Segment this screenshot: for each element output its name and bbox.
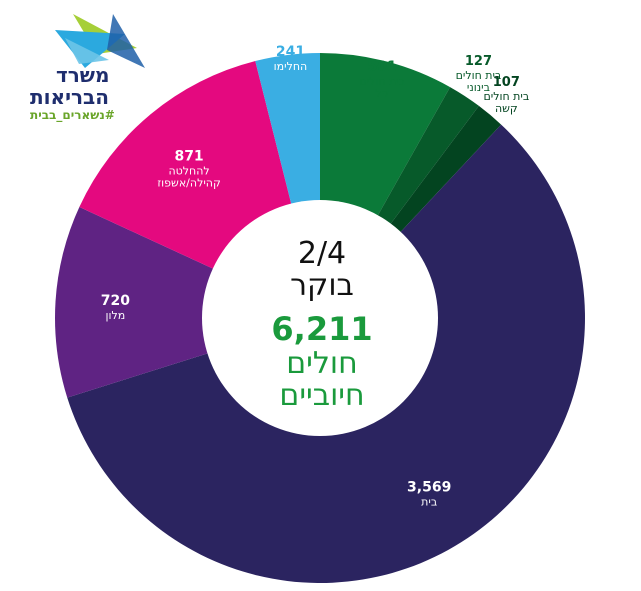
slice-name-5-line-1: קהילה/אשפוז	[157, 176, 220, 189]
slice-name-3-line-0: בית	[421, 496, 437, 509]
logo-hashtag: #נשארים_בבית	[30, 108, 115, 122]
slice-name-1-line-1: בינוני	[467, 81, 490, 94]
center-time-of-day: בוקר	[290, 268, 354, 303]
slice-value-6: 241	[276, 44, 305, 60]
slice-value-2: 107	[493, 75, 520, 90]
slice-value-3: 3,569	[407, 480, 451, 496]
center-label-line2: חיוביים	[279, 378, 365, 413]
slice-value-4: 720	[101, 293, 130, 309]
slice-name-2-line-1: קשה	[495, 102, 518, 115]
ministry-logo-icon	[55, 14, 145, 68]
donut-hole	[202, 200, 438, 436]
logo-title-line2: הבריאות	[30, 85, 109, 109]
slice-value-5: 871	[174, 148, 203, 164]
slice-name-1-line-0: בית חולים	[456, 69, 502, 82]
slice-name-5-line-0: להחלטה	[168, 164, 209, 177]
slice-name-0-line-0: בית חולים	[359, 75, 405, 88]
slice-name-2-line-0: בית חולים	[483, 90, 529, 103]
slice-value-0: 501	[368, 59, 397, 75]
center-date: 2/4	[297, 236, 347, 271]
center-label-line1: חולים	[286, 346, 358, 381]
slice-name-4-line-0: מלון	[106, 309, 126, 322]
slice-value-1: 127	[465, 54, 492, 69]
slice-name-0-line-1: קל	[375, 87, 389, 100]
slice-4	[55, 207, 320, 398]
slice-name-6-line-0: החלימו	[274, 60, 308, 73]
logo-title-line1: משרד	[56, 63, 110, 87]
center-total-count: 6,211	[271, 310, 373, 348]
